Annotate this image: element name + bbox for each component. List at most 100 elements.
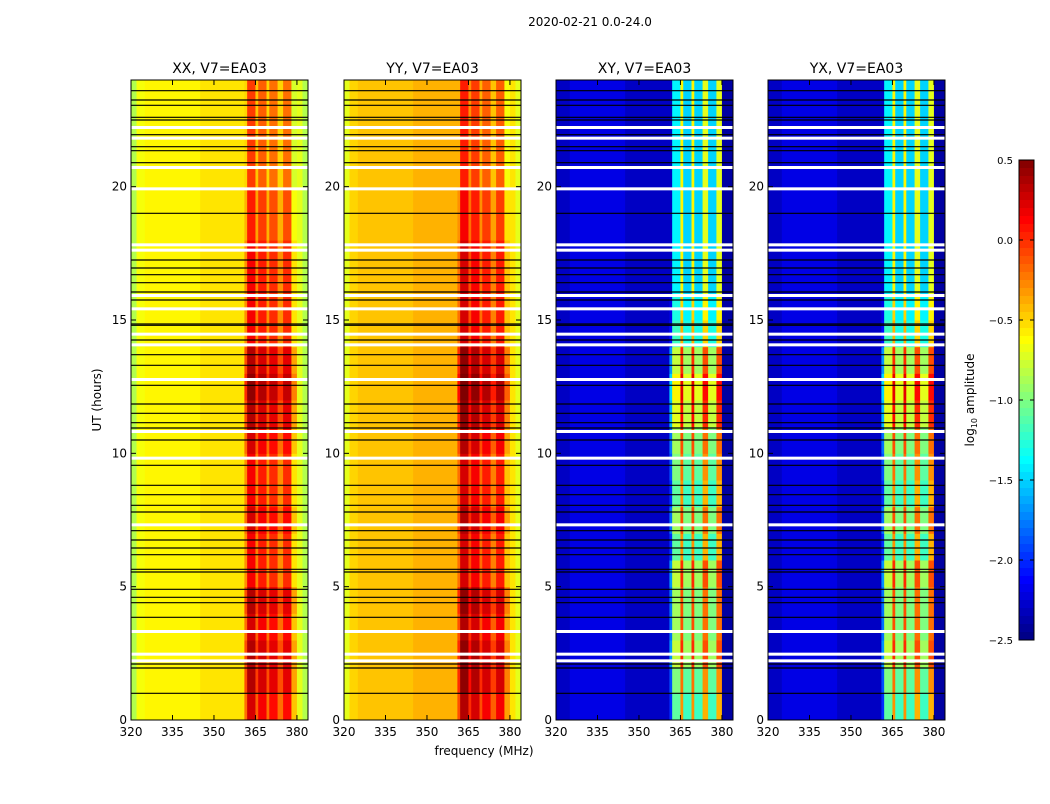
heatmap-cell bbox=[928, 293, 935, 321]
heatmap-cell bbox=[479, 453, 483, 481]
heatmap-cell bbox=[266, 213, 270, 241]
heatmap-cell bbox=[903, 213, 907, 241]
heatmap-cell bbox=[247, 240, 256, 268]
heatmap-cell bbox=[561, 80, 571, 108]
heatmap-cell bbox=[683, 186, 693, 214]
heatmap-cell bbox=[296, 480, 303, 508]
flagged-row-white bbox=[556, 343, 733, 347]
colorbar-segment bbox=[1019, 296, 1034, 305]
heatmap-cell bbox=[144, 506, 201, 534]
heatmap-cell bbox=[136, 240, 146, 268]
heatmap-cell bbox=[727, 346, 734, 374]
heatmap-cell bbox=[247, 586, 256, 614]
heatmap-cell bbox=[672, 560, 681, 588]
heatmap-cell bbox=[255, 586, 259, 614]
colorbar-segment bbox=[1019, 464, 1034, 473]
heatmap-cell bbox=[721, 453, 728, 481]
heatmap-cell bbox=[357, 506, 414, 534]
x-tick-label: 335 bbox=[374, 725, 397, 739]
heatmap-cell bbox=[247, 373, 256, 401]
colorbar-segment bbox=[1019, 368, 1034, 377]
flagged-row-white bbox=[768, 332, 945, 336]
heatmap-cell bbox=[471, 240, 481, 268]
heatmap-cell bbox=[933, 293, 940, 321]
heatmap-cell bbox=[906, 293, 916, 321]
heatmap-cell bbox=[768, 586, 775, 614]
heatmap-cell bbox=[906, 586, 916, 614]
heatmap-cell bbox=[569, 480, 626, 508]
heatmap-cell bbox=[515, 293, 522, 321]
heatmap-cell bbox=[683, 160, 693, 188]
heatmap-cell bbox=[255, 506, 259, 534]
heatmap-cell bbox=[625, 666, 670, 694]
heatmap-cell bbox=[903, 240, 907, 268]
flagged-row-white bbox=[768, 187, 945, 191]
flagged-row-white bbox=[768, 378, 945, 381]
heatmap-cell bbox=[903, 693, 907, 721]
heatmap-cell bbox=[914, 586, 921, 614]
heatmap-cell bbox=[283, 453, 292, 481]
colorbar-tick-label: −0.5 bbox=[989, 316, 1013, 327]
colorbar-segment bbox=[1019, 584, 1034, 593]
heatmap-cell bbox=[266, 506, 270, 534]
heatmap-cell bbox=[255, 666, 259, 694]
flagged-row-white bbox=[131, 343, 308, 347]
heatmap-cell bbox=[680, 560, 684, 588]
heatmap-cell bbox=[895, 80, 905, 108]
heatmap-cell bbox=[413, 80, 458, 108]
heatmap-cell bbox=[895, 266, 905, 294]
heatmap-cell bbox=[708, 240, 717, 268]
heatmap-cell bbox=[892, 240, 896, 268]
heatmap-cell bbox=[928, 666, 935, 694]
heatmap-cell bbox=[131, 373, 138, 401]
heatmap-cell bbox=[302, 613, 309, 641]
heatmap-cell bbox=[344, 373, 351, 401]
heatmap-cell bbox=[509, 586, 516, 614]
heatmap-cell bbox=[892, 213, 896, 241]
heatmap-cell bbox=[200, 480, 245, 508]
heatmap-cell bbox=[672, 533, 681, 561]
heatmap-cell bbox=[244, 480, 248, 508]
heatmap-cell bbox=[920, 613, 929, 641]
heatmap-cell bbox=[903, 533, 907, 561]
heatmap-cell bbox=[509, 560, 516, 588]
heatmap-cell bbox=[504, 613, 511, 641]
heatmap-cell bbox=[457, 240, 461, 268]
heatmap-cell bbox=[884, 240, 893, 268]
heatmap-cell bbox=[283, 586, 292, 614]
heatmap-cell bbox=[556, 160, 563, 188]
heatmap-cell bbox=[920, 666, 929, 694]
heatmap-cell bbox=[903, 186, 907, 214]
heatmap-cell bbox=[625, 480, 670, 508]
heatmap-cell bbox=[672, 613, 681, 641]
heatmap-cell bbox=[296, 613, 303, 641]
colorbar-tick-label: −1.5 bbox=[989, 476, 1013, 487]
heatmap-cell bbox=[266, 586, 270, 614]
heatmap-cell bbox=[490, 240, 497, 268]
heatmap-cell bbox=[136, 586, 146, 614]
heatmap-cell bbox=[914, 693, 921, 721]
heatmap-cell bbox=[479, 666, 483, 694]
heatmap-cell bbox=[302, 480, 309, 508]
heatmap-cell bbox=[200, 160, 245, 188]
flagged-row-white bbox=[131, 430, 308, 433]
heatmap-cell bbox=[479, 533, 483, 561]
heatmap-cell bbox=[694, 213, 704, 241]
heatmap-cell bbox=[490, 80, 497, 108]
heatmap-cell bbox=[490, 213, 497, 241]
flagged-row-white bbox=[344, 652, 521, 656]
flagged-row-white bbox=[344, 243, 521, 247]
heatmap-cell bbox=[258, 586, 268, 614]
heatmap-cell bbox=[509, 613, 516, 641]
heatmap-cell bbox=[884, 266, 893, 294]
colorbar-tick-label: 0.5 bbox=[997, 156, 1013, 167]
heatmap-cell bbox=[496, 240, 505, 268]
heatmap-cell bbox=[906, 160, 916, 188]
flagged-row-white bbox=[131, 136, 308, 140]
heatmap-cell bbox=[561, 186, 571, 214]
colorbar-tick-label: 0.0 bbox=[997, 236, 1013, 247]
heatmap-cell bbox=[479, 160, 483, 188]
heatmap-cell bbox=[269, 560, 279, 588]
heatmap-cell bbox=[933, 613, 940, 641]
heatmap-cell bbox=[496, 533, 505, 561]
